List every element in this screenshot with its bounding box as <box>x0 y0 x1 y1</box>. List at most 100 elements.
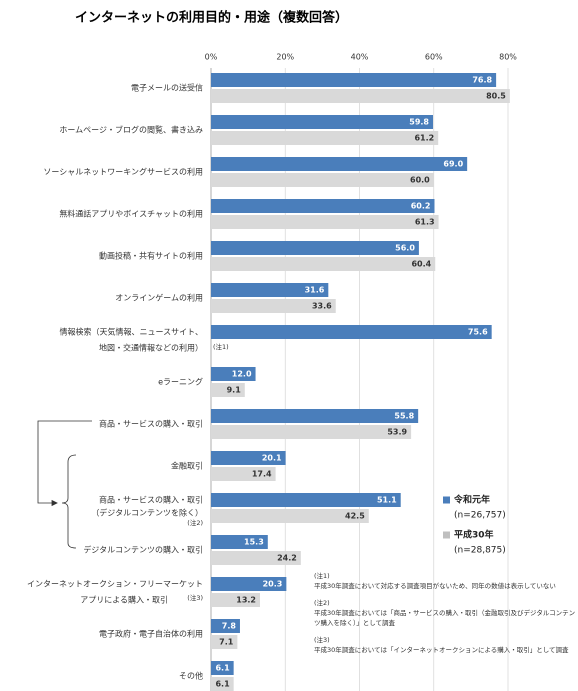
value-label: 59.8 <box>409 118 429 127</box>
bar <box>211 157 468 171</box>
bar <box>211 677 234 691</box>
bar <box>211 451 286 465</box>
value-label: 17.4 <box>252 470 272 479</box>
bar <box>211 383 245 397</box>
value-label: 20.1 <box>262 454 282 463</box>
bar <box>211 257 436 271</box>
category-label: 動画投稿・共有サイトの利用 <box>99 251 203 261</box>
bar <box>211 73 497 87</box>
note-mark: (注3) <box>187 593 203 602</box>
value-label: 60.2 <box>411 202 431 211</box>
bar <box>211 115 434 129</box>
category-label: ホームページ・ブログの閲覧、書き込み <box>59 125 203 135</box>
bar <box>211 425 412 439</box>
bar <box>211 283 329 297</box>
x-tick-label: 80% <box>499 53 517 62</box>
category-label: 商品・サービスの購入・取引 <box>99 495 203 505</box>
x-tick-label: 60% <box>425 53 443 62</box>
value-label: 61.3 <box>415 218 435 227</box>
category-label: ソーシャルネットワーキングサービスの利用 <box>43 167 203 177</box>
value-label: 51.1 <box>377 496 397 505</box>
value-label: 6.1 <box>215 680 230 689</box>
value-label: 55.8 <box>394 412 414 421</box>
bar <box>211 199 435 213</box>
category-label: その他 <box>179 671 203 681</box>
bar <box>211 509 369 523</box>
bar <box>211 577 287 591</box>
bar <box>211 299 336 313</box>
value-label: 75.6 <box>468 328 488 337</box>
category-label: オンラインゲームの利用 <box>115 293 203 303</box>
bar <box>211 173 434 187</box>
value-label: 56.0 <box>395 244 415 253</box>
note-mark: (注2) <box>187 518 203 527</box>
category-label: （デジタルコンテンツを除く） <box>91 508 203 518</box>
value-label: 7.1 <box>219 638 234 647</box>
footnote-label: (注3) <box>314 635 330 644</box>
value-label: 20.3 <box>263 580 283 589</box>
value-label: 9.1 <box>227 386 242 395</box>
category-label: 商品・サービスの購入・取引 <box>99 419 203 429</box>
legend-label: 令和元年 <box>453 494 490 506</box>
bar <box>211 593 261 607</box>
category-label: 電子政府・電子自治体の利用 <box>99 629 203 639</box>
x-tick-label: 20% <box>276 53 294 62</box>
value-label: 31.6 <box>305 286 325 295</box>
value-label: 60.4 <box>411 260 431 269</box>
legend-label: 平成30年 <box>454 529 494 541</box>
value-label: 76.8 <box>472 76 492 85</box>
bar <box>211 215 439 229</box>
bar <box>211 493 401 507</box>
footnote-text: ツ購入を除く）」として調査 <box>314 618 396 627</box>
bar <box>211 409 419 423</box>
footnote-text: 平成30年調査においては「商品・サービスの購入・取引（金融取引及びデジタルコンテ… <box>314 608 575 617</box>
category-label: インターネットオークション・フリーマーケット <box>27 580 203 589</box>
category-label: 情報検索（天気情報、ニュースサイト、 <box>60 327 203 337</box>
bar <box>211 661 234 675</box>
value-label: 61.2 <box>414 134 434 143</box>
value-label: 80.5 <box>486 92 506 101</box>
value-label: 12.0 <box>232 370 252 379</box>
legend-swatch <box>443 496 450 504</box>
bracket <box>37 420 92 504</box>
footnote-label: (注1) <box>314 571 330 580</box>
legend-swatch <box>443 531 450 539</box>
bar <box>211 89 510 103</box>
chart-title: インターネットの利用目的・用途（複数回答） <box>75 10 348 26</box>
value-label: 13.2 <box>236 596 256 605</box>
category-label: 無料通話アプリやボイスチャットの利用 <box>59 209 203 219</box>
bar <box>211 241 419 255</box>
bar <box>211 535 268 549</box>
bar <box>211 467 276 481</box>
footnote-text: 平成30年調査において対応する調査項目がないため、同年の数値は表示していない <box>314 581 556 590</box>
category-label: デジタルコンテンツの購入・取引 <box>83 545 203 555</box>
x-tick-label: 40% <box>351 53 369 62</box>
value-label: 33.6 <box>312 302 332 311</box>
value-label: 42.5 <box>345 512 365 521</box>
footnote-text: 平成30年調査においては「インターネットオークションによる購入・取引」として調査 <box>314 645 569 654</box>
bar <box>211 551 301 565</box>
bar <box>211 131 439 145</box>
legend-sample: (n=28,875) <box>454 546 506 556</box>
value-label: 69.0 <box>443 160 463 169</box>
bar <box>211 635 238 649</box>
category-label: 金融取引 <box>171 461 203 471</box>
value-label: 53.9 <box>387 428 407 437</box>
legend-sample: (n=26,757) <box>454 511 506 521</box>
category-label: 電子メールの送受信 <box>131 83 203 93</box>
category-label: 地図・交通情報などの利用） <box>99 343 203 353</box>
value-label: 15.3 <box>244 538 264 547</box>
bar <box>211 367 256 381</box>
category-label: アプリによる購入・取引 <box>80 595 168 605</box>
arrow-head <box>51 499 58 507</box>
bar <box>211 619 240 633</box>
value-label: 60.0 <box>410 176 430 185</box>
footnote-label: (注2) <box>314 598 330 607</box>
brace <box>61 454 77 549</box>
value-label: 24.2 <box>277 554 297 563</box>
value-label: 7.8 <box>222 622 237 631</box>
x-tick-label: 0% <box>205 53 218 62</box>
value-label: 6.1 <box>215 664 230 673</box>
